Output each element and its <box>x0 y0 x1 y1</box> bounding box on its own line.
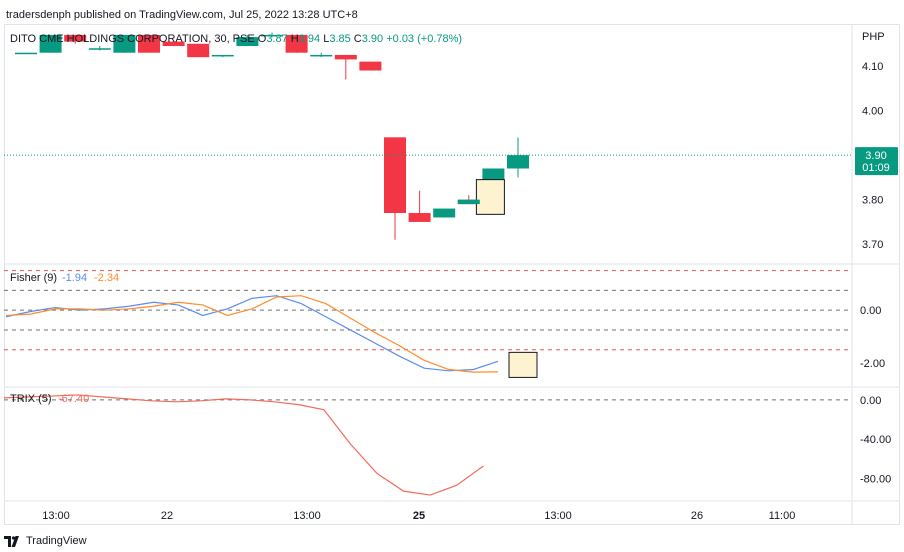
candle-body <box>88 48 111 50</box>
symbol-legend-part: 3.94 <box>299 33 323 45</box>
fisher-indicator-name: Fisher (9) <box>10 272 57 284</box>
candle-body <box>187 43 210 58</box>
candle-body <box>384 137 406 214</box>
trix-y-tick: -80.00 <box>860 473 891 485</box>
trix-indicator-name: TRIX (5) <box>10 393 52 405</box>
brand-label: TradingView <box>26 535 87 547</box>
symbol-legend: DITO CME HOLDINGS CORPORATION, 30, PSE O… <box>10 33 462 45</box>
candle-body <box>138 34 160 53</box>
candle-body <box>236 37 259 47</box>
trix-y-tick: -40.00 <box>860 434 891 446</box>
candle-body <box>334 54 357 60</box>
trigger-line <box>5 295 499 373</box>
y-tick-label: 3.70 <box>862 239 883 251</box>
countdown-value: 01:09 <box>862 162 890 174</box>
highlight-box-price <box>475 179 505 215</box>
candle-body <box>433 208 456 218</box>
currency-label: PHP <box>862 31 885 43</box>
y-tick-label: 3.80 <box>862 195 883 207</box>
y-tick-label: 4.10 <box>862 61 883 73</box>
candle-body <box>359 61 382 71</box>
candle-body <box>261 34 283 37</box>
candle-body <box>113 34 136 53</box>
candle-body <box>39 34 62 53</box>
highlight-box-fisher <box>508 351 538 378</box>
candle-body <box>64 34 87 42</box>
candle-body <box>457 199 480 205</box>
trix-y-tick: 0.00 <box>860 395 881 407</box>
x-tick-label: 13:00 <box>544 510 572 522</box>
trigger-value: -2.34 <box>94 272 119 284</box>
symbol-legend-part: +0.03 (+0.78%) <box>386 33 462 45</box>
fisher-y-tick: -2.00 <box>860 358 885 370</box>
chart-frame <box>4 24 900 525</box>
symbol-legend-part: L <box>323 33 329 45</box>
candle-body <box>15 52 37 55</box>
candle-body <box>310 54 333 57</box>
fisher-y-tick: 0.00 <box>860 305 881 317</box>
symbol-legend-part: O <box>258 33 267 45</box>
candle-body <box>162 41 185 47</box>
last-price-value: 3.90 <box>865 150 886 162</box>
last-price-tag <box>855 147 898 176</box>
x-tick-label: 11:00 <box>769 510 796 522</box>
fisher-value: -1.94 <box>62 272 87 284</box>
trix-value: -67.40 <box>58 393 89 405</box>
candle-body <box>285 34 308 53</box>
x-tick-label: 13:00 <box>293 510 321 522</box>
publisher-line: tradersdenph published on TradingView.co… <box>6 9 358 21</box>
y-tick-label: 4.00 <box>862 106 883 118</box>
symbol-legend-part: DITO CME HOLDINGS CORPORATION, 30, PSE <box>10 33 258 45</box>
trix-line <box>3 394 484 496</box>
x-tick-label: 22 <box>161 510 173 522</box>
symbol-legend-part: 3.87 <box>266 33 290 45</box>
x-tick-label: 25 <box>413 510 425 522</box>
symbol-legend-part: H <box>291 33 299 45</box>
brand: TradingView <box>4 535 87 547</box>
symbol-legend-part: 3.90 <box>362 33 386 45</box>
candle-body <box>408 213 431 222</box>
symbol-legend-part: 3.85 <box>329 33 353 45</box>
tradingview-logo-icon <box>4 535 19 547</box>
symbol-legend-part: C <box>354 33 362 45</box>
x-tick-label: 26 <box>691 510 703 522</box>
fisher-line <box>5 295 499 372</box>
candle-body <box>507 155 529 169</box>
candle-body <box>211 54 234 57</box>
x-tick-label: 13:00 <box>42 510 70 522</box>
